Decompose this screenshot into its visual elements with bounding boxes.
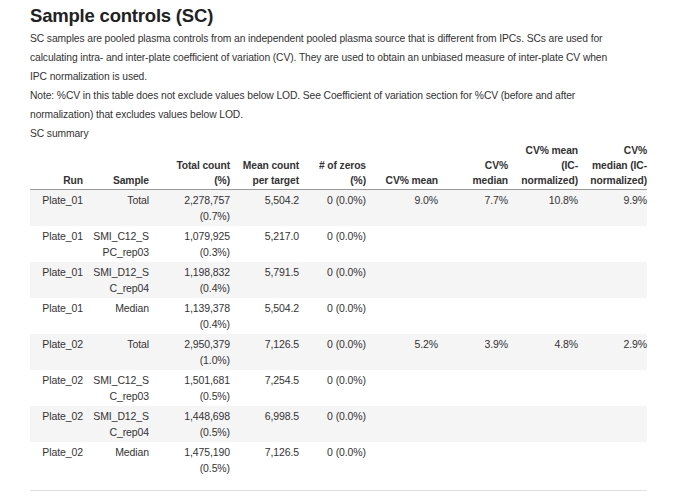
column-header-cv-mean: CV% mean xyxy=(366,143,438,190)
table-cell: 2,950,379 (1.0%) xyxy=(149,334,230,370)
table-cell: 7,126.5 xyxy=(230,334,299,370)
table-cell: 1,198,832 (0.4%) xyxy=(149,262,230,298)
table-cell: 7.7% xyxy=(438,190,508,227)
table-row: Plate_01 Total 2,278,757 (0.7%) 5,504.2 … xyxy=(30,190,647,227)
table-cell: 0 (0.0%) xyxy=(299,226,366,262)
table-cell xyxy=(366,298,438,334)
table-cell: 0 (0.0%) xyxy=(299,190,366,227)
table-cell: 5.2% xyxy=(366,334,438,370)
table-cell: 2.9% xyxy=(578,334,647,370)
table-header-row: Run Sample Total count (%) Mean count pe… xyxy=(30,143,647,190)
column-header-total-count: Total count (%) xyxy=(149,143,230,190)
table-cell xyxy=(366,406,438,442)
table-cell: 5,504.2 xyxy=(230,298,299,334)
intro-paragraph: SC samples are pooled plasma controls fr… xyxy=(30,29,684,86)
table-cell: Total xyxy=(83,190,149,227)
table-cell: SMI_C12_S PC_rep03 xyxy=(83,226,149,262)
table-row: Plate_02 Total 2,950,379 (1.0%) 7,126.5 … xyxy=(30,334,647,370)
table-cell: 0 (0.0%) xyxy=(299,262,366,298)
column-header-mean-count: Mean count per target xyxy=(230,143,299,190)
column-header-cv-median-ic: CV% median (IC- normalized) xyxy=(578,143,647,190)
table-cell: 1,079,925 (0.3%) xyxy=(149,226,230,262)
table-cell: Total xyxy=(83,334,149,370)
table-cell: SMI_D12_S C_rep04 xyxy=(83,262,149,298)
table-cell xyxy=(578,370,647,406)
table-row: Plate_01 SMI_D12_S C_rep04 1,198,832 (0.… xyxy=(30,262,647,298)
table-cell: SMI_D12_S C_rep04 xyxy=(83,406,149,442)
column-header-zeros: # of zeros (%) xyxy=(299,143,366,190)
table-row: Plate_02 SMI_C12_S C_rep03 1,501,681 (0.… xyxy=(30,370,647,406)
table-cell: 1,448,698 (0.5%) xyxy=(149,406,230,442)
table-cell xyxy=(438,442,508,478)
column-header-cv-mean-ic: CV% mean (IC- normalized) xyxy=(508,143,578,190)
table-cell xyxy=(508,262,578,298)
section-divider xyxy=(30,490,647,491)
table-cell xyxy=(578,262,647,298)
table-cell: Plate_01 xyxy=(30,298,83,334)
table-cell: 1,475,190 (0.5%) xyxy=(149,442,230,478)
table-cell xyxy=(578,226,647,262)
table-cell xyxy=(578,298,647,334)
table-cell: 0 (0.0%) xyxy=(299,442,366,478)
table-cell: 0 (0.0%) xyxy=(299,334,366,370)
table-cell: Plate_01 xyxy=(30,226,83,262)
report-section: Sample controls (SC) SC samples are pool… xyxy=(0,0,684,491)
table-cell: Median xyxy=(83,442,149,478)
table-cell: 10.8% xyxy=(508,190,578,227)
table-cell: 7,254.5 xyxy=(230,370,299,406)
table-cell xyxy=(438,298,508,334)
table-cell: Plate_01 xyxy=(30,190,83,227)
table-cell xyxy=(508,370,578,406)
table-cell xyxy=(578,406,647,442)
table-cell: 2,278,757 (0.7%) xyxy=(149,190,230,227)
table-cell xyxy=(438,370,508,406)
table-cell xyxy=(438,226,508,262)
table-cell: 0 (0.0%) xyxy=(299,370,366,406)
table-cell xyxy=(508,298,578,334)
table-cell: 4.8% xyxy=(508,334,578,370)
table-cell xyxy=(366,442,438,478)
table-cell: 5,504.2 xyxy=(230,190,299,227)
table-cell: Plate_02 xyxy=(30,370,83,406)
table-cell: 9.0% xyxy=(366,190,438,227)
table-row: Plate_02 Median 1,475,190 (0.5%) 7,126.5… xyxy=(30,442,647,478)
table-caption: SC summary xyxy=(30,124,684,143)
table-cell: Plate_02 xyxy=(30,406,83,442)
table-cell: 6,998.5 xyxy=(230,406,299,442)
table-cell: 1,501,681 (0.5%) xyxy=(149,370,230,406)
table-cell: 7,126.5 xyxy=(230,442,299,478)
table-cell xyxy=(438,262,508,298)
table-cell xyxy=(508,442,578,478)
table-row: Plate_01 Median 1,139,378 (0.4%) 5,504.2… xyxy=(30,298,647,334)
sc-summary-table: Run Sample Total count (%) Mean count pe… xyxy=(30,143,647,478)
table-row: Plate_02 SMI_D12_S C_rep04 1,448,698 (0.… xyxy=(30,406,647,442)
table-cell xyxy=(366,262,438,298)
table-cell: SMI_C12_S C_rep03 xyxy=(83,370,149,406)
page-title: Sample controls (SC) xyxy=(30,3,684,29)
table-cell: 3.9% xyxy=(438,334,508,370)
table-cell xyxy=(366,370,438,406)
table-cell: 0 (0.0%) xyxy=(299,406,366,442)
table-cell: 1,139,378 (0.4%) xyxy=(149,298,230,334)
table-cell: Plate_01 xyxy=(30,262,83,298)
table-row: Plate_01 SMI_C12_S PC_rep03 1,079,925 (0… xyxy=(30,226,647,262)
table-cell: Median xyxy=(83,298,149,334)
table-cell: 0 (0.0%) xyxy=(299,298,366,334)
table-cell: 5,791.5 xyxy=(230,262,299,298)
table-cell: Plate_02 xyxy=(30,442,83,478)
table-cell: 9.9% xyxy=(578,190,647,227)
table-cell: Plate_02 xyxy=(30,334,83,370)
table-cell xyxy=(366,226,438,262)
table-cell xyxy=(508,406,578,442)
table-cell xyxy=(438,406,508,442)
table-cell xyxy=(578,442,647,478)
column-header-cv-median: CV% median xyxy=(438,143,508,190)
column-header-run: Run xyxy=(30,143,83,190)
table-cell: 5,217.0 xyxy=(230,226,299,262)
table-cell xyxy=(508,226,578,262)
column-header-sample: Sample xyxy=(83,143,149,190)
note-paragraph: Note: %CV in this table does not exclude… xyxy=(30,86,684,124)
